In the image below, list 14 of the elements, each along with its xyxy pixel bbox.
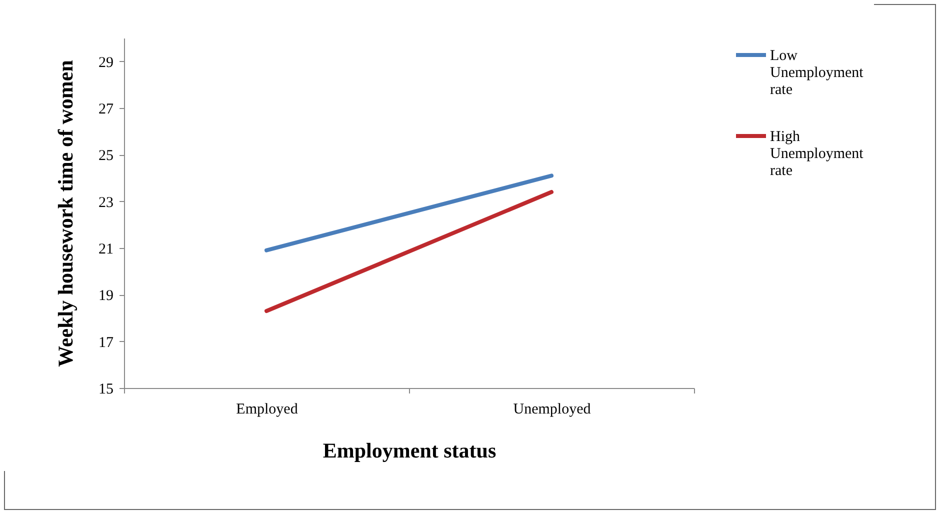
x-tick-label: Unemployed (513, 402, 592, 418)
y-tick-label: 17 (98, 334, 114, 351)
x-tick-label: Employed (236, 402, 298, 418)
y-tick-label: 25 (98, 148, 114, 164)
y-tick-label: 29 (98, 54, 114, 71)
legend-label: Low Unemployment rate (770, 48, 864, 98)
legend-label: High Unemployment rate (770, 129, 864, 179)
y-tick-label: 19 (98, 288, 114, 304)
y-tick-label: 27 (98, 102, 114, 118)
y-axis-title: Weekly housework time of women (54, 60, 78, 367)
y-tick-label: 15 (98, 382, 114, 398)
x-axis-title: Employment status (322, 438, 496, 462)
y-tick-label: 23 (98, 194, 114, 211)
y-tick-label: 21 (98, 242, 114, 258)
